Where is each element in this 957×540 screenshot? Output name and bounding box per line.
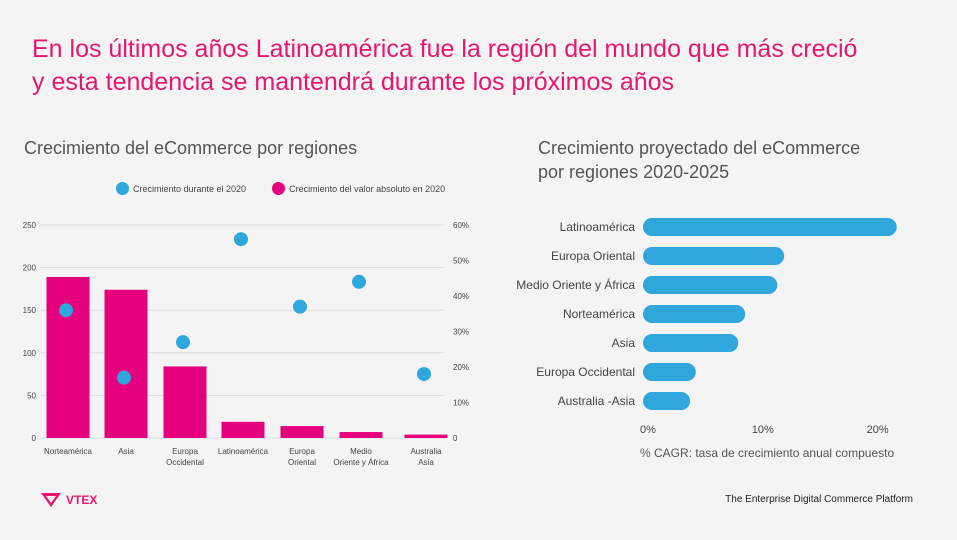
legend-label-growth-2020: Crecimiento durante el 2020 xyxy=(133,183,247,194)
legend-label-absolute-growth: Crecimiento del valor absoluto en 2020 xyxy=(289,183,446,194)
legend-magenta-dot xyxy=(272,182,286,195)
x-axis-tick-label: 0% xyxy=(640,424,656,436)
scatter-point xyxy=(293,299,307,314)
hbar-category-label: Latinoamérica xyxy=(560,220,636,234)
legend-blue-dot xyxy=(116,182,129,195)
category-label: Oriental xyxy=(288,458,316,467)
left-axis-tick-label: 200 xyxy=(23,264,37,273)
bar xyxy=(339,432,383,438)
left-axis-tick-label: 250 xyxy=(23,221,37,230)
right-axis-tick-label: 50% xyxy=(453,257,469,266)
hbar-category-label: Europa Oriental xyxy=(551,249,635,263)
left-chart-legend: Crecimiento durante el 2020 Crecimiento … xyxy=(116,182,445,195)
bar xyxy=(104,289,148,438)
headline-line-1: En los últimos años Latinoamérica fue la… xyxy=(32,35,858,63)
right-axis-tick-label: 40% xyxy=(453,292,469,301)
scatter-point xyxy=(234,232,248,247)
right-axis-tick-label: 60% xyxy=(453,221,469,230)
right-chart-title-line-2: por regiones 2020-2025 xyxy=(538,162,730,182)
hbar xyxy=(643,276,778,294)
category-label: Medio xyxy=(350,447,372,456)
legend-item-absolute-growth: Crecimiento del valor absoluto en 2020 xyxy=(272,182,445,195)
hbar xyxy=(643,218,897,236)
left-axis-tick-label: 100 xyxy=(23,349,37,358)
right-chart-title-line-1: Crecimiento proyectado del eCommerce xyxy=(538,138,861,158)
right-axis-tick-label: 20% xyxy=(453,363,469,372)
scatter-point xyxy=(352,274,366,289)
right-chart-title: Crecimiento proyectado del eCommerce por… xyxy=(538,136,860,184)
headline: En los últimos años Latinoamérica fue la… xyxy=(32,33,922,99)
category-label: Australia xyxy=(410,447,442,456)
category-label: Oriente y África xyxy=(333,458,389,467)
footer-tagline: The Enterprise Digital Commerce Platform xyxy=(725,494,913,505)
hbar-category-label: Asia xyxy=(612,336,636,350)
right-axis-tick-label: 0 xyxy=(453,434,458,443)
right-chart-xlabel: % CAGR: tasa de crecimiento anual compue… xyxy=(640,446,895,460)
hbar xyxy=(643,305,746,323)
vtex-logo-text: VTEX xyxy=(66,493,98,507)
hbar xyxy=(643,392,691,410)
left-chart-title: Crecimiento del eCommerce por regiones xyxy=(24,138,358,158)
hbar-category-label: Europa Occidental xyxy=(536,365,635,379)
scatter-point xyxy=(417,367,431,382)
left-axis-tick-label: 50 xyxy=(27,391,36,400)
left-axis-tick-label: 150 xyxy=(23,306,37,315)
bar xyxy=(280,426,324,438)
scatter-point xyxy=(117,370,131,385)
category-label: Latinoamérica xyxy=(218,447,269,456)
scatter-point xyxy=(176,335,190,350)
category-label: Asia xyxy=(118,447,134,456)
category-label: Europa xyxy=(172,447,198,456)
bar xyxy=(163,366,207,438)
x-axis-tick-label: 10% xyxy=(752,424,774,436)
left-combo-chart: 0 50 100 150 200 250 0 10% 20% 30% 40% 50% 60% Nortea… xyxy=(23,221,469,467)
left-axis-tick-label: 0 xyxy=(32,434,37,443)
hbar-category-label: Australia -Asia xyxy=(558,394,636,408)
right-horizontal-bar-chart: Latinoamérica Europa Oriental Medio Orient… xyxy=(516,218,897,436)
right-axis-tick-label: 30% xyxy=(453,328,469,337)
vtex-logo: VTEX xyxy=(40,492,97,508)
category-label: Norteamérica xyxy=(44,447,93,456)
scatter-point xyxy=(59,303,73,318)
bar xyxy=(221,421,265,438)
category-label: Asia xyxy=(418,458,434,467)
headline-line-2: y esta tendencia se mantendrá durante lo… xyxy=(32,68,675,96)
legend-item-growth-2020: Crecimiento durante el 2020 xyxy=(116,182,246,195)
hbar-category-label: Norteamérica xyxy=(563,307,635,321)
right-axis-tick-label: 10% xyxy=(453,399,469,408)
hbar-category-label: Medio Oriente y África xyxy=(516,277,635,292)
x-axis-tick-label: 20% xyxy=(867,424,889,436)
bar xyxy=(404,434,448,438)
hbar xyxy=(643,247,785,265)
bar xyxy=(46,276,90,438)
category-label: Europa xyxy=(289,447,315,456)
hbar xyxy=(643,363,696,381)
vtex-logo-icon xyxy=(41,493,61,507)
hbar xyxy=(643,334,739,352)
category-label: Occidental xyxy=(166,458,204,467)
